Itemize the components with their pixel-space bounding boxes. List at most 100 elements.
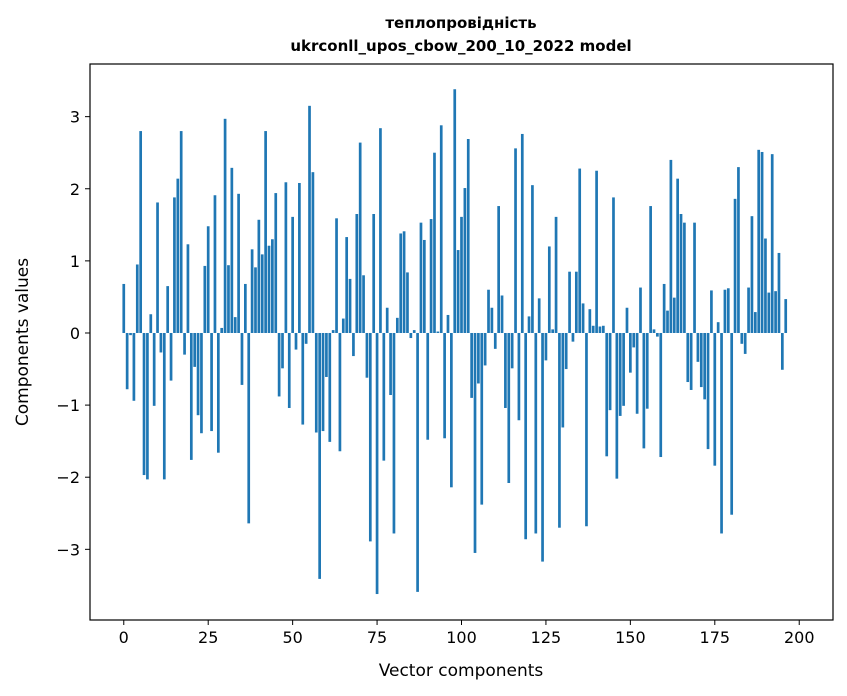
bar-187: [753, 312, 757, 333]
bar-124: [541, 332, 544, 562]
bar-85: [409, 332, 413, 339]
bar-5: [139, 131, 143, 333]
bar-35: [240, 332, 244, 385]
chart-title-line1: теплопровідність: [385, 14, 536, 32]
bar-73: [368, 332, 372, 542]
bar-182: [737, 167, 740, 333]
bar-17: [179, 131, 183, 333]
bar-7: [146, 332, 149, 480]
bar-58: [318, 332, 321, 579]
bar-151: [632, 332, 636, 348]
bar-87: [416, 332, 419, 592]
x-tick-label: 125: [531, 628, 562, 647]
bar-48: [284, 182, 288, 333]
bar-186: [750, 216, 754, 333]
bar-78: [385, 307, 389, 333]
bar-174: [710, 290, 713, 333]
bar-150: [629, 332, 632, 373]
bar-107: [483, 332, 487, 366]
bar-52: [298, 182, 301, 333]
bar-125: [544, 332, 548, 361]
bar-38: [250, 249, 254, 333]
y-tick-label: 3: [70, 108, 80, 127]
bar-138: [588, 309, 592, 333]
bar-123: [537, 298, 541, 333]
bar-92: [433, 152, 436, 333]
bar-188: [757, 149, 761, 333]
bar-88: [419, 222, 423, 333]
bar-137: [585, 332, 588, 527]
bar-97: [450, 332, 453, 488]
bar-106: [480, 332, 484, 505]
bar-144: [608, 332, 612, 411]
bar-63: [335, 218, 338, 333]
bar-104: [473, 332, 477, 553]
bar-149: [625, 307, 629, 333]
bar-8: [149, 314, 153, 333]
bar-4: [135, 264, 139, 333]
bar-23: [200, 332, 203, 434]
bar-117: [517, 332, 521, 421]
bar-108: [487, 289, 490, 333]
bar-65: [341, 318, 345, 333]
bar-176: [716, 322, 720, 333]
bar-9: [152, 332, 156, 406]
bar-81: [395, 317, 399, 333]
bar-47: [281, 332, 284, 369]
bar-131: [564, 332, 568, 370]
y-tick-label: 0: [70, 324, 80, 343]
bar-127: [551, 329, 555, 333]
bar-61: [328, 332, 332, 442]
bar-157: [652, 329, 656, 333]
bar-71: [362, 275, 365, 333]
bar-16: [176, 178, 180, 333]
bar-184: [743, 332, 747, 354]
bar-77: [382, 332, 386, 461]
y-tick-label: −2: [56, 468, 80, 487]
bar-183: [740, 332, 744, 344]
bar-55: [308, 105, 311, 333]
bar-10: [156, 202, 159, 333]
x-tick-label: 0: [119, 628, 129, 647]
bar-136: [581, 303, 585, 333]
bar-128: [554, 216, 558, 333]
bar-141: [598, 326, 602, 333]
bar-79: [389, 332, 392, 396]
bar-135: [578, 168, 582, 333]
bar-100: [460, 216, 463, 333]
bar-12: [162, 332, 166, 480]
bar-40: [257, 219, 261, 333]
bar-89: [423, 239, 426, 333]
bar-46: [277, 332, 281, 397]
bar-191: [767, 292, 771, 333]
plot-frame: [89, 63, 834, 621]
bar-86: [412, 330, 416, 333]
bar-156: [649, 206, 652, 333]
bar-113: [504, 332, 507, 408]
bar-44: [271, 239, 274, 333]
bar-196: [784, 299, 788, 333]
bar-20: [189, 332, 193, 460]
bar-169: [693, 222, 696, 333]
bar-171: [699, 332, 703, 388]
bar-0: [122, 283, 126, 333]
bar-19: [186, 244, 190, 333]
bar-18: [183, 332, 186, 355]
bars-group: [122, 89, 788, 595]
bar-49: [287, 332, 291, 408]
bar-148: [622, 332, 625, 406]
bar-118: [520, 133, 524, 333]
bar-93: [436, 331, 440, 333]
x-tick-label: 100: [446, 628, 477, 647]
bar-53: [301, 332, 305, 425]
chart-title-line2: ukrconll_upos_cbow_200_10_2022 model: [290, 37, 631, 55]
bar-13: [166, 286, 170, 333]
bar-195: [780, 332, 784, 370]
bar-133: [571, 332, 575, 342]
bar-75: [375, 332, 379, 595]
bar-70: [358, 142, 362, 333]
bar-179: [726, 288, 730, 333]
bar-109: [490, 307, 494, 333]
x-tick-label: 25: [198, 628, 218, 647]
